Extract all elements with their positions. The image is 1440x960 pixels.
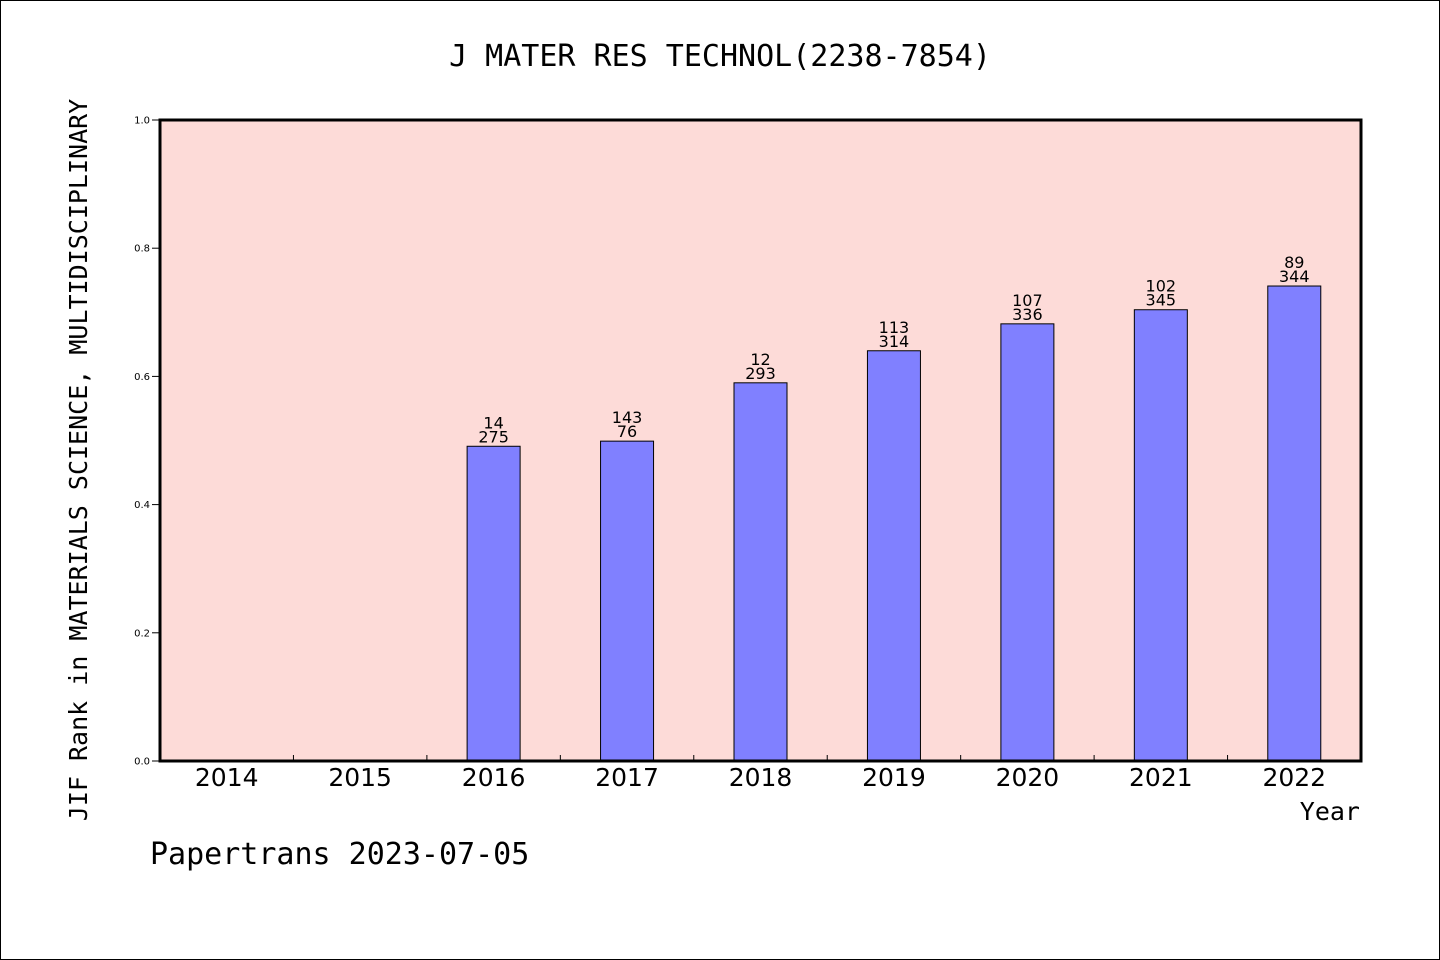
y-tick-label: 0.8 — [134, 244, 150, 255]
bar-label-rank: 143 — [612, 408, 643, 427]
bar-label-rank: 113 — [879, 318, 910, 337]
x-tick-label: 2015 — [328, 763, 392, 792]
bars-layer — [466, 285, 1322, 762]
y-axis: 0.0 0.2 0.4 0.6 0.8 1.0 — [134, 116, 160, 768]
x-axis-title: Year — [1300, 797, 1360, 826]
bar-label-rank: 107 — [1012, 291, 1043, 310]
bar-label-rank: 12 — [750, 350, 770, 369]
x-tick-label: 2020 — [996, 763, 1060, 792]
bar-2018 — [733, 382, 788, 762]
x-tick-label: 2016 — [462, 763, 526, 792]
bar-label-total: 293 — [745, 364, 776, 383]
bar-label-total: 76 — [617, 422, 637, 441]
bar-2017 — [600, 440, 655, 762]
bar-2021 — [1133, 309, 1188, 762]
x-tick-label: 2021 — [1129, 763, 1193, 792]
y-tick-label: 0.6 — [134, 372, 150, 383]
bar-label-rank: 89 — [1284, 253, 1304, 272]
x-tick-label: 2017 — [595, 763, 659, 792]
y-axis-title: JIF Rank in MATERIALS SCIENCE, MULTIDISC… — [64, 99, 93, 821]
x-tick-label: 2022 — [1262, 763, 1326, 792]
bar-label-total: 275 — [478, 427, 509, 446]
footer-watermark: Papertrans 2023-07-05 — [150, 837, 529, 872]
bar-label-rank: 102 — [1146, 277, 1177, 296]
bar-label-total: 344 — [1279, 267, 1310, 286]
bar-label-total: 336 — [1012, 305, 1043, 324]
chart-title: J MATER RES TECHNOL(2238-7854) — [449, 39, 991, 74]
bar-2022 — [1267, 285, 1322, 762]
x-tick-label: 2014 — [195, 763, 259, 792]
bar-label-total: 345 — [1146, 291, 1177, 310]
y-tick-label: 0.0 — [134, 757, 150, 768]
x-axis: 2014 2015 2016 2017 2018 2019 2020 2021 2022 — [195, 755, 1326, 792]
y-tick-label: 0.2 — [134, 628, 150, 639]
plot-border — [158, 118, 1363, 763]
bar-2020 — [1000, 323, 1055, 762]
bar-label-rank: 14 — [483, 413, 503, 432]
x-tick-label: 2018 — [729, 763, 793, 792]
bar-2019 — [866, 350, 921, 762]
y-tick-label: 0.4 — [134, 500, 150, 511]
x-tick-label: 2019 — [862, 763, 926, 792]
y-tick-label: 1.0 — [134, 116, 150, 127]
bar-label-total: 314 — [879, 332, 910, 351]
bar-2016 — [466, 445, 521, 762]
